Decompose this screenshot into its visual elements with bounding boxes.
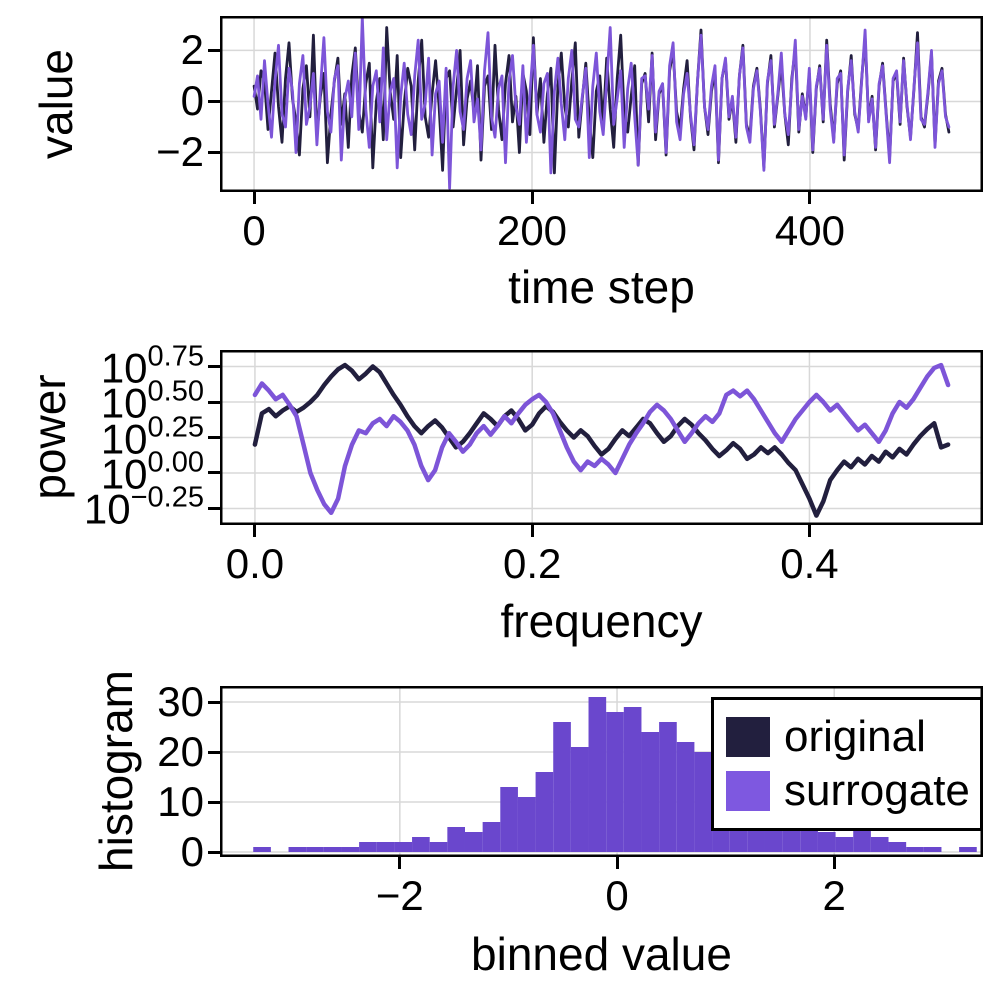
y-tick-label: 20 [157, 728, 204, 775]
x-tick-label: 0 [242, 207, 266, 254]
y-tick-label: 10−0.25 [83, 481, 204, 533]
histogram-bar [870, 837, 889, 852]
histogram-bar [253, 847, 271, 852]
histogram-bar [923, 847, 942, 852]
y-tick-label: 30 [157, 678, 204, 725]
y-tick-label: −2 [156, 128, 204, 176]
histogram-bar [906, 847, 924, 852]
histogram-xlabel: binned value [471, 928, 732, 980]
x-tick [398, 857, 402, 869]
y-tick [208, 150, 220, 154]
timeseries-xlabel: time step [508, 261, 695, 313]
y-tick-label: 100.75 [100, 340, 204, 391]
histogram-bar [659, 722, 677, 852]
spectrum-xlabel: frequency [500, 595, 703, 647]
x-tick [807, 525, 811, 537]
histogram-bar [570, 747, 589, 852]
histogram-bar [641, 732, 660, 852]
histogram-bar [359, 842, 377, 852]
y-tick-label: 100.50 [100, 375, 204, 427]
histogram-bar [800, 827, 818, 852]
histogram-bar [517, 797, 536, 852]
series-surrogate-line [252, 16, 951, 190]
histogram-bar [341, 847, 360, 852]
y-tick [208, 471, 220, 475]
y-tick [208, 750, 220, 754]
x-tick [252, 192, 256, 204]
x-tick [253, 525, 257, 537]
line-canvas [220, 350, 983, 525]
y-tick-label: 10 [157, 778, 204, 825]
x-tick-label: 2 [822, 872, 846, 919]
histogram-bar [288, 847, 307, 852]
histogram-bar [500, 787, 518, 852]
x-tick-label: 0.4 [780, 540, 839, 587]
histogram-bar [535, 772, 554, 852]
y-tick-label: 0 [180, 77, 204, 125]
histogram-bar [676, 742, 695, 852]
legend-item-surrogate: surrogate [726, 766, 970, 815]
histogram-bar [323, 847, 342, 852]
series-surrogate-line [252, 362, 951, 516]
legend: original surrogate [711, 697, 983, 831]
y-tick [208, 436, 220, 439]
histogram-bar [306, 847, 324, 852]
series-original-line [252, 362, 951, 518]
y-tick [208, 99, 220, 103]
plot-border [220, 350, 983, 525]
histogram-bar [623, 707, 642, 852]
histogram-bar [429, 842, 448, 852]
histogram-bar [853, 827, 871, 852]
y-tick [208, 850, 220, 854]
histogram-bar [959, 847, 977, 852]
y-tick-label: 2 [180, 26, 204, 74]
timeseries-plot [220, 16, 983, 192]
x-tick [615, 857, 619, 869]
y-tick-label: 100.25 [100, 411, 204, 462]
y-tick [208, 365, 220, 368]
histogram-bar [482, 822, 501, 852]
histogram-bar [694, 752, 713, 852]
x-tick [808, 192, 812, 204]
y-tick-label: 100.00 [100, 446, 204, 498]
legend-swatch-original [726, 717, 770, 757]
y-tick [208, 506, 220, 510]
histogram-bar [376, 842, 395, 852]
histogram-bar [588, 697, 607, 852]
y-tick [208, 48, 220, 52]
spectrum-plot [220, 350, 983, 525]
x-tick [530, 192, 534, 204]
histogram-bar [817, 832, 836, 852]
plot-border [220, 16, 983, 192]
histogram-bar [412, 837, 430, 852]
legend-label-surrogate: surrogate [784, 766, 970, 815]
x-tick-label: 200 [496, 207, 568, 254]
x-tick [530, 525, 534, 537]
y-tick [208, 400, 220, 404]
legend-swatch-surrogate [726, 771, 770, 811]
x-tick-label: 0.2 [502, 540, 562, 587]
x-tick-label: 400 [774, 207, 846, 254]
histogram-bar [888, 842, 907, 852]
x-tick-label: 0 [605, 872, 629, 919]
histogram-bar [606, 712, 624, 852]
histogram-bar [464, 832, 483, 852]
x-tick [832, 857, 836, 869]
histogram-bar [835, 837, 854, 852]
histogram-bar [553, 722, 571, 852]
y-tick [208, 800, 220, 804]
y-tick [208, 700, 220, 704]
legend-item-original: original [726, 715, 968, 759]
histogram-bar [394, 842, 413, 852]
legend-label-original: original [784, 712, 926, 761]
x-tick-label: −2 [375, 872, 424, 919]
histogram-bar [447, 827, 465, 852]
x-tick-label: 0.0 [225, 540, 285, 587]
line-canvas [220, 16, 983, 192]
y-tick-label: 0 [180, 828, 204, 875]
